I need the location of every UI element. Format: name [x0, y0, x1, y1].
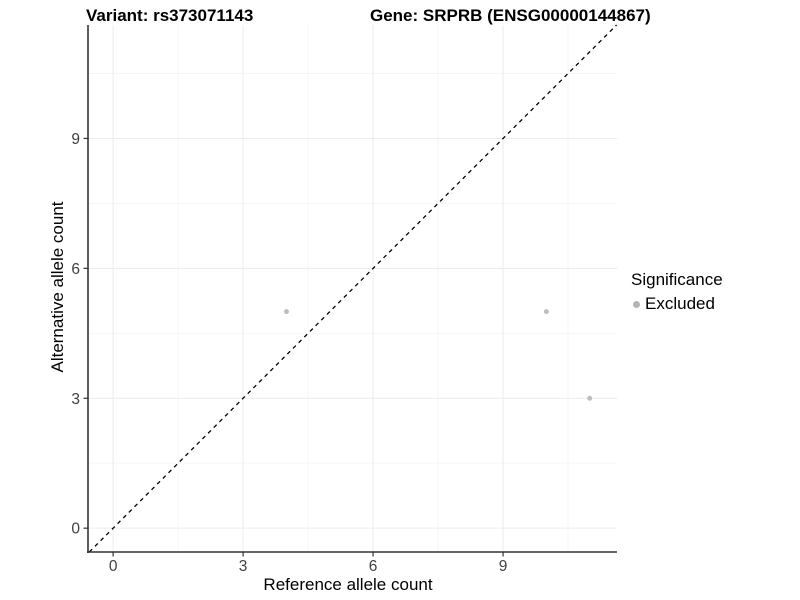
x-tick-label: 0	[109, 558, 118, 575]
data-point	[283, 309, 289, 315]
x-axis-title: Reference allele count	[263, 575, 433, 594]
data-point	[587, 395, 593, 401]
data-point	[543, 309, 549, 315]
excluded-point-icon	[633, 300, 640, 308]
x-tick-label: 6	[369, 558, 378, 575]
gene-title: Gene: SRPRB (ENSG00000144867)	[370, 6, 651, 25]
legend-item-excluded: Excluded	[633, 294, 723, 314]
identity-reference-line	[88, 24, 618, 553]
legend-item-label: Excluded	[645, 294, 715, 313]
y-tick-label: 6	[71, 261, 80, 278]
y-tick-label: 0	[71, 521, 80, 538]
legend: Significance Excluded	[631, 270, 723, 314]
legend-title: Significance	[631, 270, 723, 289]
x-tick-label: 9	[499, 558, 508, 575]
y-tick-label: 3	[71, 391, 80, 408]
y-tick-label: 9	[71, 131, 80, 148]
x-tick-label: 3	[239, 558, 248, 575]
variant-title: Variant: rs373071143	[86, 6, 254, 25]
